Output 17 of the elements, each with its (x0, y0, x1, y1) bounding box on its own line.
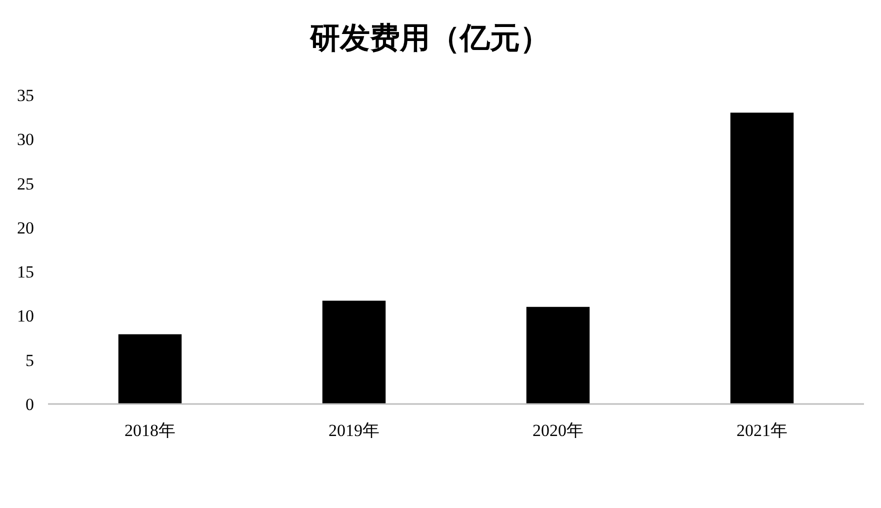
y-tick-label: 20 (17, 218, 34, 238)
y-tick-label: 25 (17, 174, 34, 194)
y-tick-label: 5 (26, 350, 34, 370)
bar (118, 334, 182, 404)
y-tick-label: 30 (17, 130, 34, 150)
y-tick-label: 35 (17, 86, 34, 105)
bar (526, 306, 590, 404)
x-tick-label: 2018年 (124, 421, 176, 440)
bar (322, 300, 386, 404)
bar (730, 112, 794, 404)
chart-title: 研发费用（亿元） (309, 22, 550, 55)
x-tick-label: 2019年 (328, 421, 380, 440)
y-tick-label: 10 (17, 306, 34, 326)
y-tick-label: 0 (26, 395, 34, 414)
x-tick-label: 2021年 (736, 421, 788, 440)
y-tick-label: 15 (17, 262, 34, 282)
x-tick-label: 2020年 (532, 421, 584, 440)
